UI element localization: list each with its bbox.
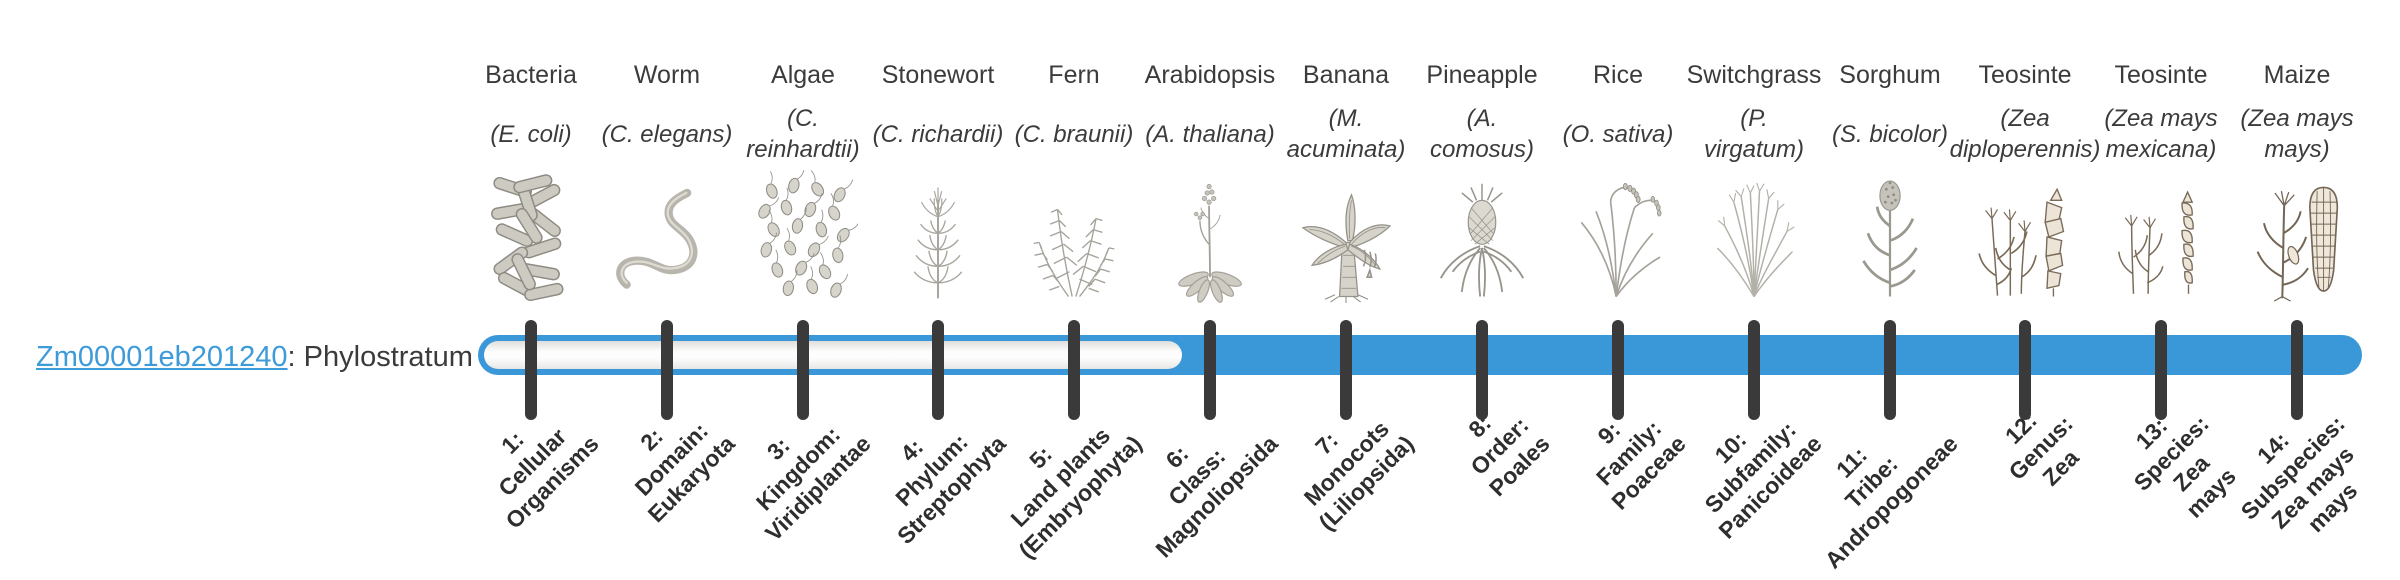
pineapple-icon [1422, 170, 1542, 303]
tick-mark-1 [525, 320, 537, 420]
organism-name-stonewort: Stonewort [881, 61, 995, 89]
tick-mark-12 [2019, 320, 2031, 420]
tick-mark-7 [1340, 320, 1352, 420]
phylostratum-label-8: 8: Order: Poales [1463, 410, 1556, 504]
tick-mark-5 [1068, 320, 1080, 420]
phylostratum-label-text: 5: Land plants (Embryophyta) [1005, 422, 1147, 564]
organism-name-maize: Maize [2263, 61, 2331, 89]
tick-mark-10 [1748, 320, 1760, 420]
phylostratum-label-text: 14: Subspecies: Zea mays mays [2235, 410, 2363, 538]
scientific-name: (O. sativa) [1562, 120, 1674, 148]
tick-mark-3 [797, 320, 809, 420]
scientific-name: (Zea mays mays) [2240, 105, 2354, 163]
algae-icon [743, 170, 863, 303]
arabidopsis-icon [1150, 170, 1270, 303]
scientific-name: (A. comosus) [1429, 105, 1535, 163]
timeline-unfilled-segment [484, 341, 1182, 369]
organism-name-teosinte-1: Teosinte [1978, 61, 2072, 89]
switchgrass-icon [1694, 170, 1814, 303]
phylostratum-text: : Phylostratum 6 [287, 340, 498, 373]
scientific-name: (C. richardii) [872, 120, 1004, 148]
scientific-name: (S. bicolor) [1831, 120, 1949, 148]
tick-mark-8 [1476, 320, 1488, 420]
phylostratum-label-text: 13: Species: Zea mays [2128, 410, 2241, 523]
scientific-name: (P. virgatum) [1703, 105, 1805, 163]
organism-name-pineapple: Pineapple [1426, 61, 1538, 89]
tick-mark-14 [2291, 320, 2303, 420]
maize-icon [2237, 170, 2357, 303]
organism-name-banana: Banana [1302, 61, 1390, 89]
organism-name-algae: Algae [771, 61, 835, 89]
phylostratum-label-12: 12: Genus: Zea [2000, 407, 2104, 504]
organism-name-arabidopsis: Arabidopsis [1144, 61, 1276, 89]
scientific-name: (Zea diploperennis) [1949, 105, 2101, 163]
organism-name-teosinte-2: Teosinte [2114, 61, 2208, 89]
phylostratum-label-7: 7: Monocots (Liliopsida) [1299, 415, 1469, 535]
worm-icon [607, 170, 727, 303]
gene-id-link[interactable]: Zm00001eb201240 [36, 340, 288, 373]
scientific-name: (C. reinhardtii) [746, 105, 860, 163]
organism-name-switchgrass: Switchgrass [1686, 61, 1822, 89]
organism-name-fern: Fern [1048, 61, 1100, 89]
banana-icon [1286, 170, 1406, 303]
phylostratum-label-text: 9: Family: Poaceae [1591, 415, 1691, 515]
phylostratum-label-14: 14: Subspecies: Zea mays mays [2236, 411, 2400, 538]
scientific-name: (C. braunii) [1014, 120, 1134, 148]
stonewort-icon [878, 170, 998, 303]
rice-icon [1558, 170, 1678, 303]
tick-mark-4 [932, 320, 944, 420]
tick-mark-2 [661, 320, 673, 420]
tick-mark-13 [2155, 320, 2167, 420]
tick-mark-6 [1204, 320, 1216, 420]
gene-label: Zm00001eb201240: Phylostratum 6 [36, 337, 497, 377]
tick-mark-11 [1884, 320, 1896, 420]
fern-icon [1014, 170, 1134, 303]
scientific-name: (A. thaliana) [1145, 120, 1275, 148]
organism-name-rice: Rice [1592, 61, 1643, 89]
tick-mark-9 [1612, 320, 1624, 420]
teosinte-diploperennis-icon [1965, 170, 2085, 303]
organism-name-worm: Worm [633, 61, 701, 89]
phylostratum-label-text: 6: Class: Magnoliopsida [1150, 430, 1283, 563]
teosinte-mexicana-icon [2101, 170, 2221, 303]
scientific-name: (E. coli) [490, 120, 572, 148]
organism-name-sorghum: Sorghum [1839, 61, 1941, 89]
scientific-name: (C. elegans) [601, 120, 733, 148]
phylostratum-timeline-bar [478, 335, 2362, 375]
scientific-name: (Zea mays mexicana) [2104, 105, 2218, 163]
sorghum-icon [1830, 170, 1950, 303]
scientific-name: (M. acuminata) [1286, 105, 1406, 163]
organism-name-bacteria: Bacteria [485, 61, 577, 89]
bacteria-icon [471, 170, 591, 303]
